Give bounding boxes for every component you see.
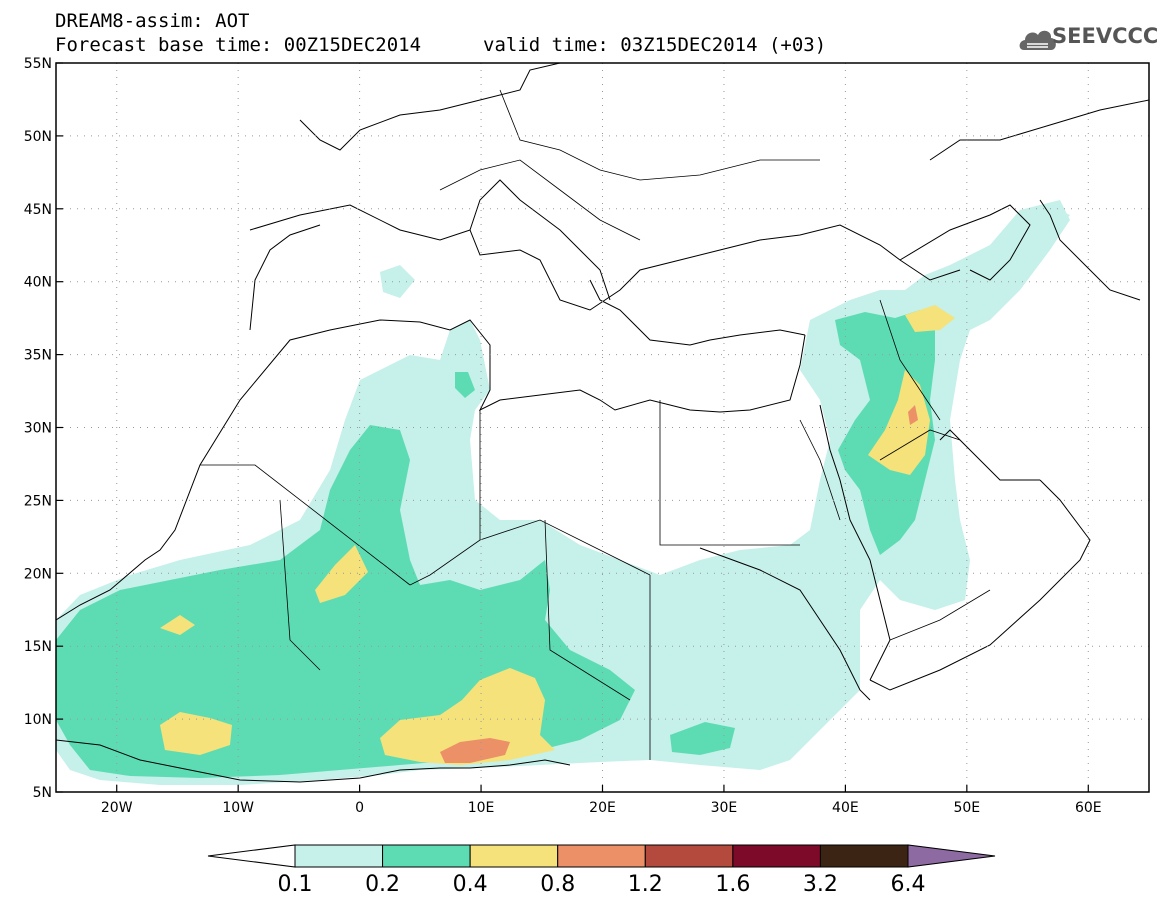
colorbar-label: 0.8 [540,872,575,897]
seevccc-logo: SEEVCCC [1052,24,1159,48]
colorbar-label: 1.2 [628,872,663,897]
aot-contour-0.4-nigeria [380,668,555,765]
lat-tick-label: 50N [24,129,52,145]
valid-time: valid time: 03Z15DEC2014 (+03) [483,34,827,56]
colorbar-label: 1.6 [715,872,750,897]
lat-tick-label: 10N [24,712,52,728]
aot-contour-0.4-mali [315,545,368,603]
colorbar-low-arrow [207,844,296,868]
colorbar-high-arrow [907,844,996,868]
lon-tick-label: 30E [711,800,738,816]
lat-tick-label: 40N [24,275,52,291]
aot-patch-tunisia [455,372,475,398]
colorbar: 0.1 0.2 0.4 0.8 1.2 1.6 3.2 6.4 [207,844,996,897]
aot-patch-iberia [380,265,415,298]
colorbar-box [382,844,471,868]
aot-field [56,200,1070,785]
aot-contour-0.4-caucasus [905,305,955,332]
base-time: Forecast base time: 00Z15DEC2014 [55,34,422,56]
map-title: DREAM8-assim: AOT [55,10,250,32]
lat-tick-label: 45N [24,202,52,218]
lat-tick-label: 55N [24,56,52,72]
lon-tick-label: 10W [222,800,254,816]
colorbar-label: 0.2 [365,872,400,897]
borders [200,89,991,760]
colorbar-box [557,844,646,868]
lon-tick-label: 50E [953,800,980,816]
aot-contour-0.8-nigeria [440,738,510,763]
lat-tick-label: 15N [24,639,52,655]
lat-tick-label: 5N [33,785,52,801]
aot-contour-0.4-iraq [868,370,930,475]
aot-contour-0.4-guinea [160,712,232,755]
lon-tick-label: 20E [589,800,616,816]
lon-tick-label: 40E [832,800,859,816]
lat-tick-label: 25N [24,493,52,509]
colorbar-box [819,844,909,868]
lat-tick-label: 35N [24,348,52,364]
colorbar-box [732,844,821,868]
colorbar-box [469,844,559,868]
aot-patch-sudan [670,722,735,755]
aot-contour-0.8-iraq [908,405,918,425]
lon-ticks: 20W 10W 0 10E 20E 30E 40E 50E 60E [101,785,1102,816]
cloud-icon [1019,30,1056,50]
forecast-time-line: Forecast base time: 00Z15DEC2014 valid ti… [55,34,826,56]
colorbar-label: 6.4 [891,872,926,897]
aot-contour-0.4-senegal [160,615,195,635]
lon-tick-label: 10E [468,800,495,816]
lon-tick-label: 60E [1075,800,1102,816]
aot-patch-caucasus [950,205,1070,290]
lon-tick-label: 0 [355,800,364,816]
lat-ticks: 55N 50N 45N 40N 35N 30N 25N 20N 15N 10N 5N [24,56,63,801]
colorbar-label: 0.1 [278,872,313,897]
lat-tick-label: 30N [24,421,52,437]
colorbar-box [644,844,734,868]
colorbar-label: 0.4 [453,872,488,897]
lat-tick-label: 20N [24,566,52,582]
grid [56,63,1149,792]
colorbar-label: 3.2 [803,872,838,897]
colorbar-box [294,844,384,868]
lon-tick-label: 20W [101,800,133,816]
